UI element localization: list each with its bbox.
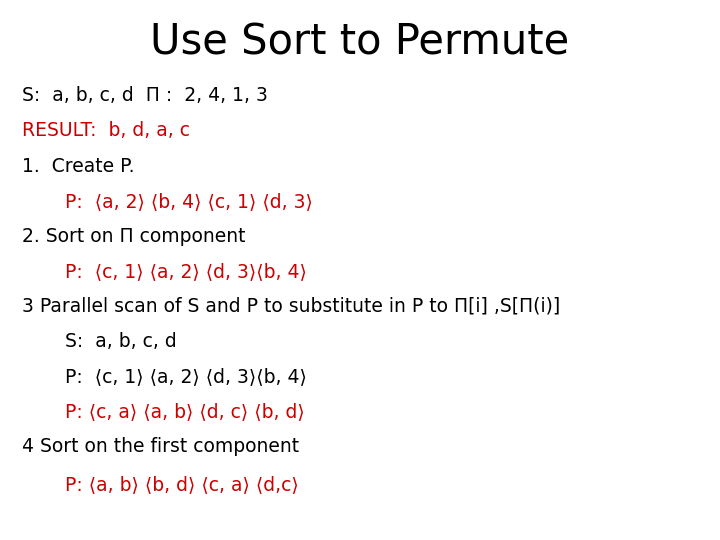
Text: P:  ⟨a, 2⟩ ⟨b, 4⟩ ⟨c, 1⟩ ⟨d, 3⟩: P: ⟨a, 2⟩ ⟨b, 4⟩ ⟨c, 1⟩ ⟨d, 3⟩: [65, 192, 312, 211]
Text: 2. Sort on Π component: 2. Sort on Π component: [22, 227, 245, 246]
Text: Use Sort to Permute: Use Sort to Permute: [150, 22, 570, 64]
Text: P:  ⟨c, 1⟩ ⟨a, 2⟩ ⟨d, 3⟩⟨b, 4⟩: P: ⟨c, 1⟩ ⟨a, 2⟩ ⟨d, 3⟩⟨b, 4⟩: [65, 367, 307, 386]
Text: S:  a, b, c, d: S: a, b, c, d: [65, 332, 176, 351]
Text: RESULT:  b, d, a, c: RESULT: b, d, a, c: [22, 122, 189, 140]
Text: P: ⟨c, a⟩ ⟨a, b⟩ ⟨d, c⟩ ⟨b, d⟩: P: ⟨c, a⟩ ⟨a, b⟩ ⟨d, c⟩ ⟨b, d⟩: [65, 402, 305, 421]
Text: 3 Parallel scan of S and P to substitute in P to Π[i] ,S[Π(i)]: 3 Parallel scan of S and P to substitute…: [22, 297, 560, 316]
Text: P:  ⟨c, 1⟩ ⟨a, 2⟩ ⟨d, 3⟩⟨b, 4⟩: P: ⟨c, 1⟩ ⟨a, 2⟩ ⟨d, 3⟩⟨b, 4⟩: [65, 262, 307, 281]
Text: 4 Sort on the first component: 4 Sort on the first component: [22, 437, 299, 456]
Text: 1.  Create P.: 1. Create P.: [22, 157, 134, 176]
Text: P: ⟨a, b⟩ ⟨b, d⟩ ⟨c, a⟩ ⟨d,c⟩: P: ⟨a, b⟩ ⟨b, d⟩ ⟨c, a⟩ ⟨d,c⟩: [65, 475, 299, 494]
Text: S:  a, b, c, d  Π :  2, 4, 1, 3: S: a, b, c, d Π : 2, 4, 1, 3: [22, 86, 267, 105]
